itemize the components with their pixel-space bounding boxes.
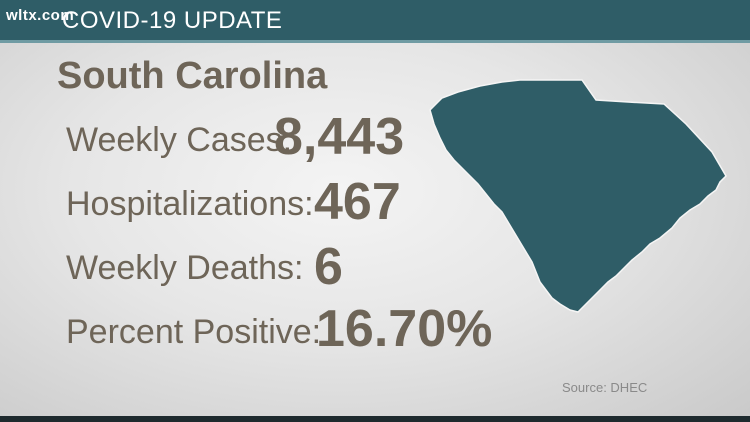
station-logo: wltx.com bbox=[6, 7, 75, 24]
south-carolina-map-icon bbox=[429, 79, 727, 313]
page-title: COVID-19 UPDATE bbox=[62, 7, 283, 34]
stat-label-percent-positive: Percent Positive: bbox=[66, 313, 322, 351]
header-accent-line bbox=[0, 40, 750, 43]
bottom-strip bbox=[0, 416, 750, 422]
stat-label-weekly-deaths: Weekly Deaths: bbox=[66, 249, 304, 287]
stat-value-hospitalizations: 467 bbox=[314, 173, 401, 231]
header-bar: wltx.com COVID-19 UPDATE bbox=[0, 0, 750, 40]
stat-label-weekly-cases: Weekly Cases: bbox=[66, 121, 293, 159]
stat-label-hospitalizations: Hospitalizations: bbox=[66, 185, 314, 223]
stat-value-weekly-cases: 8,443 bbox=[274, 108, 405, 166]
source-note: Source: DHEC bbox=[562, 380, 648, 395]
stat-value-weekly-deaths: 6 bbox=[314, 238, 343, 296]
stat-value-percent-positive: 16.70% bbox=[316, 300, 493, 358]
state-heading: South Carolina bbox=[57, 55, 328, 97]
